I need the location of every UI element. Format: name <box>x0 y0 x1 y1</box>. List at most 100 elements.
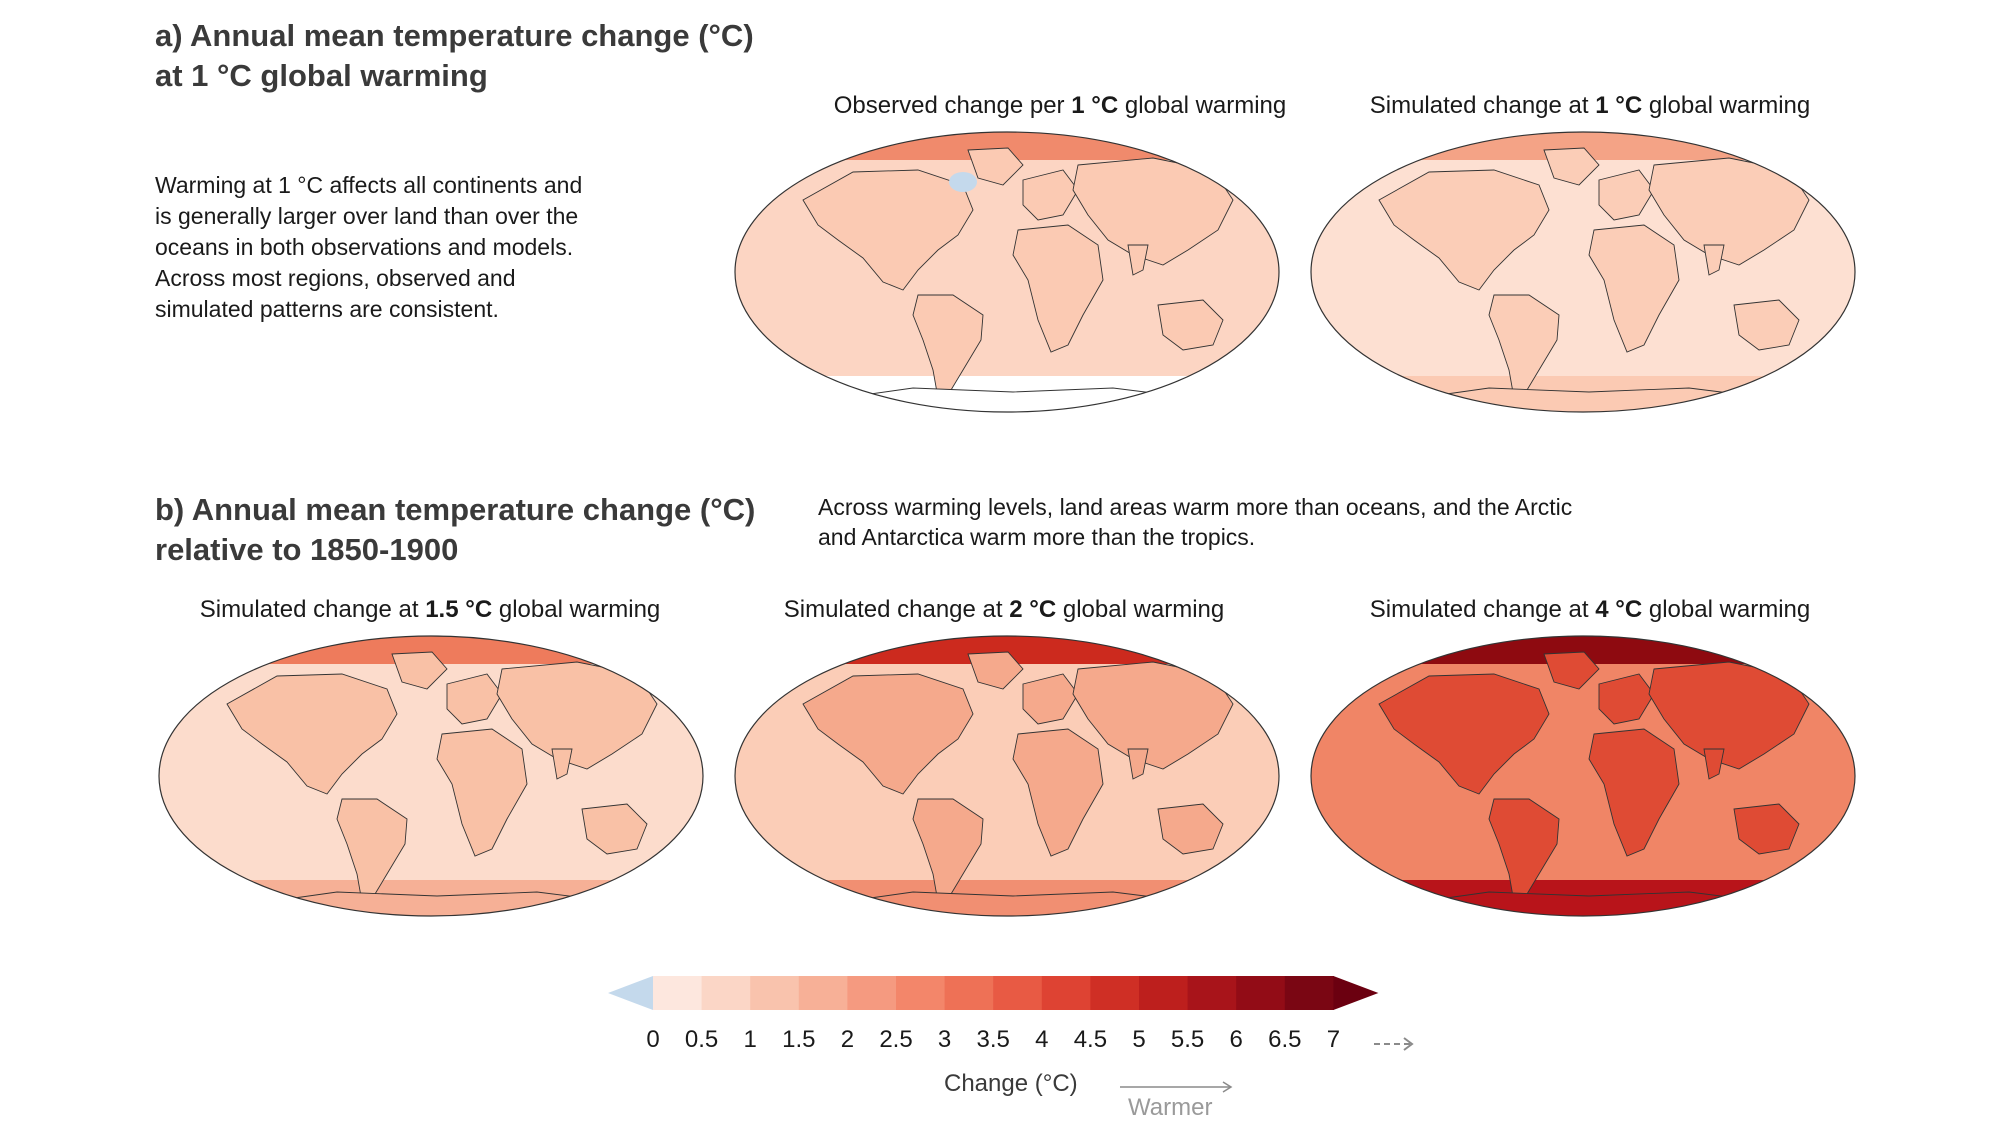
caption-level: 4 °C <box>1595 596 1643 623</box>
colorbar-segment <box>1187 976 1237 1010</box>
map-svg <box>1310 635 1856 917</box>
colorbar-label: Change (°C) <box>944 1070 1078 1097</box>
arrow-right-icon <box>1120 1081 1233 1093</box>
panel-b-desc-line: Across warming levels, land areas warm m… <box>818 494 1573 520</box>
continent-africa <box>1588 224 1680 353</box>
caption-level: 1 °C <box>1071 92 1119 119</box>
continent-greenland <box>967 651 1024 690</box>
colorbar-tick-label: 5 <box>1132 1026 1146 1053</box>
panel-a-desc-line: Across most regions, observed and <box>155 265 516 291</box>
colorbar-segment <box>750 976 800 1010</box>
caption-prefix: Simulated change at <box>1369 92 1596 119</box>
colorbar-tick-label: 3 <box>937 1026 952 1053</box>
map-caption-simulated-2c: Simulated change at 2 °C global warming <box>784 596 1225 624</box>
caption-suffix: global warming <box>1642 92 1811 119</box>
panel-a-title-line2: at 1 °C global warming <box>155 58 488 93</box>
warmer-label: Warmer <box>1128 1094 1213 1121</box>
map-caption-simulated-4c: Simulated change at 4 °C global warming <box>1370 596 1811 624</box>
colorbar-tick-label: 6.5 <box>1268 1026 1302 1053</box>
continent-australia <box>1733 803 1800 855</box>
panel-b-title-line1: b) Annual mean temperature change (°C) <box>155 492 756 527</box>
map-caption-observed-1c: Observed change per 1 °C global warming <box>834 92 1287 120</box>
caption-suffix: global warming <box>1118 92 1287 119</box>
globe-outline <box>734 635 1280 917</box>
continent-africa <box>1588 728 1680 857</box>
caption-prefix: Simulated change at <box>783 596 1010 623</box>
colorbar-segment <box>1139 976 1189 1010</box>
continent-india <box>1127 244 1149 276</box>
panel-a-description: Warming at 1 °C affects all continents a… <box>155 170 582 325</box>
continent-africa <box>436 728 528 857</box>
continent-north-america <box>226 673 398 795</box>
colorbar-tick-label: 7 <box>1326 1026 1341 1053</box>
world-map-simulated-1c <box>1309 130 1857 414</box>
globe-outline <box>1310 635 1856 917</box>
continent-india <box>551 748 573 780</box>
continent-africa <box>1012 728 1104 857</box>
colorbar-under-triangle <box>608 976 653 1010</box>
caption-level: 2 °C <box>1009 596 1057 623</box>
world-map-observed-1c <box>733 130 1281 414</box>
continent-north-america <box>1378 169 1550 291</box>
continent-greenland <box>1543 147 1600 186</box>
colorbar-segment <box>1090 976 1140 1010</box>
panel-a-desc-line: Warming at 1 °C affects all continents a… <box>155 172 583 198</box>
colorbar <box>608 976 1379 1010</box>
panel-b-desc-line: and Antarctica warm more than the tropic… <box>818 524 1256 550</box>
continent-europe <box>1022 673 1079 725</box>
colorbar-over-triangle <box>1333 976 1379 1010</box>
continent-india <box>1703 748 1725 780</box>
colorbar-segment <box>1041 976 1091 1010</box>
caption-level: 1 °C <box>1595 92 1643 119</box>
continent-australia <box>1733 299 1800 351</box>
panel-a-title-line1: a) Annual mean temperature change (°C) <box>155 18 754 53</box>
continent-north-america <box>802 169 974 291</box>
world-map-simulated-2c <box>733 634 1281 918</box>
map-svg <box>734 131 1280 413</box>
map-caption-simulated-1c: Simulated change at 1 °C global warming <box>1370 92 1811 120</box>
continent-europe <box>1022 169 1079 221</box>
colorbar-segment <box>847 976 897 1010</box>
globe-outline <box>158 635 704 917</box>
globe-outline <box>734 131 1280 413</box>
panel-a-title: a) Annual mean temperature change (°C) a… <box>155 16 754 96</box>
caption-suffix: global warming <box>492 596 661 623</box>
globe-outline <box>1310 131 1856 413</box>
cooling-patch <box>949 172 977 192</box>
colorbar-segment <box>653 976 703 1010</box>
continent-europe <box>446 673 503 725</box>
continent-australia <box>581 803 648 855</box>
caption-level: 1.5 °C <box>425 596 493 623</box>
world-map-simulated-4c <box>1309 634 1857 918</box>
continent-europe <box>1598 673 1655 725</box>
continent-greenland <box>391 651 448 690</box>
dashed-arrow-icon <box>1374 1037 1414 1051</box>
colorbar-segment <box>993 976 1043 1010</box>
continent-north-america <box>802 673 974 795</box>
colorbar-segment <box>944 976 994 1010</box>
continent-greenland <box>1543 651 1600 690</box>
colorbar-tick-label: 4.5 <box>1073 1026 1108 1053</box>
colorbar-tick-label: 1.5 <box>782 1026 816 1053</box>
colorbar-tick-label: 0 <box>646 1026 660 1053</box>
colorbar-segment <box>1236 976 1286 1010</box>
colorbar-segment <box>798 976 848 1010</box>
caption-suffix: global warming <box>1056 596 1225 623</box>
continent-australia <box>1157 299 1224 351</box>
map-svg <box>158 635 704 917</box>
colorbar-segment <box>701 976 751 1010</box>
continent-north-america <box>1378 673 1550 795</box>
map-caption-simulated-1-5c: Simulated change at 1.5 °C global warmin… <box>200 596 661 624</box>
map-svg <box>734 635 1280 917</box>
continent-africa <box>1012 224 1104 353</box>
colorbar-tick-label: 3.5 <box>976 1026 1010 1053</box>
colorbar-tick-label: 0.5 <box>684 1026 719 1053</box>
continent-europe <box>1598 169 1655 221</box>
colorbar-segment <box>896 976 946 1010</box>
continent-india <box>1703 244 1725 276</box>
colorbar-tick-label: 4 <box>1035 1026 1049 1053</box>
panel-b-title: b) Annual mean temperature change (°C) r… <box>155 490 755 570</box>
colorbar-tick-label: 2.5 <box>879 1026 913 1053</box>
colorbar-tick-label: 1 <box>743 1026 757 1053</box>
caption-prefix: Simulated change at <box>1369 596 1596 623</box>
